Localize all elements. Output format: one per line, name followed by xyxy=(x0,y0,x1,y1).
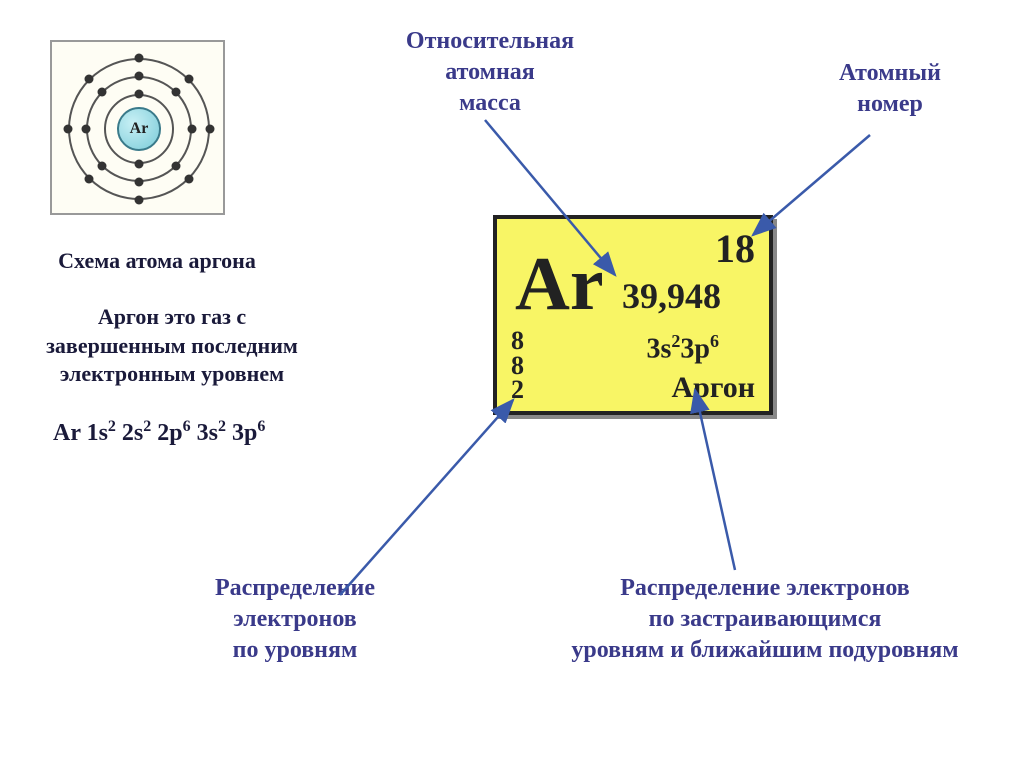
element-name: Аргон xyxy=(671,371,755,405)
electron xyxy=(135,54,144,63)
element-mass: 39,948 xyxy=(622,275,721,317)
electron xyxy=(185,74,194,83)
text-line: Аргон это газ с xyxy=(17,303,327,332)
electron xyxy=(84,175,93,184)
element-symbol: Ar xyxy=(515,241,604,328)
element-valence-config: 3s23p6 xyxy=(647,331,719,365)
element-level-distribution: 8 8 2 xyxy=(511,329,524,403)
electron xyxy=(135,160,144,169)
text-line: масса xyxy=(345,88,635,119)
level-value: 8 xyxy=(511,329,524,354)
electron xyxy=(82,125,91,134)
text-line: электронным уровнем xyxy=(17,360,327,389)
gas-description: Аргон это газ с завершенным последним эл… xyxy=(17,303,327,389)
rel-atomic-mass-label: Относительная атомная масса xyxy=(345,26,635,120)
electron xyxy=(206,125,215,134)
pointer-arrow xyxy=(695,390,735,570)
electron xyxy=(172,87,181,96)
text-line: завершенным последним xyxy=(17,332,327,361)
electron xyxy=(64,125,73,134)
text-line: Атомный xyxy=(785,58,995,89)
electron-distribution-label: Распределение электронов по уровням xyxy=(165,573,425,667)
electron xyxy=(135,178,144,187)
text-line: Распределение xyxy=(165,573,425,604)
text-line: по уровням xyxy=(165,635,425,666)
pointer-arrow xyxy=(340,400,513,595)
config-prefix: Ar xyxy=(53,420,87,446)
electron xyxy=(135,196,144,205)
atom-diagram: Ar xyxy=(50,40,225,215)
electron xyxy=(135,90,144,99)
text-line: атомная xyxy=(345,57,635,88)
element-tile: Ar 18 39,948 3s23p6 Аргон 8 8 2 xyxy=(493,215,773,415)
sublevel-distribution-label: Распределение электронов по застраивающи… xyxy=(545,573,985,667)
electron xyxy=(84,74,93,83)
atom-scheme-caption: Схема атома аргона xyxy=(27,247,287,276)
full-electron-config: Ar 1s2 2s2 2p6 3s2 3p6 xyxy=(53,418,265,447)
level-value: 2 xyxy=(511,378,524,403)
text-line: Распределение электронов xyxy=(545,573,985,604)
nucleus: Ar xyxy=(117,107,161,151)
config-orbitals: 1s2 2s2 2p6 3s2 3p6 xyxy=(87,420,266,446)
electron xyxy=(185,175,194,184)
electron xyxy=(97,162,106,171)
atomic-number-label: Атомный номер xyxy=(785,58,995,120)
text-line: номер xyxy=(785,89,995,120)
electron xyxy=(135,72,144,81)
text-line: Относительная xyxy=(345,26,635,57)
electron xyxy=(188,125,197,134)
element-number: 18 xyxy=(715,225,755,272)
text-line: уровням и ближайшим подуровням xyxy=(545,635,985,666)
text-line: по застраивающимся xyxy=(545,604,985,635)
text-line: электронов xyxy=(165,604,425,635)
electron xyxy=(97,87,106,96)
electron xyxy=(172,162,181,171)
